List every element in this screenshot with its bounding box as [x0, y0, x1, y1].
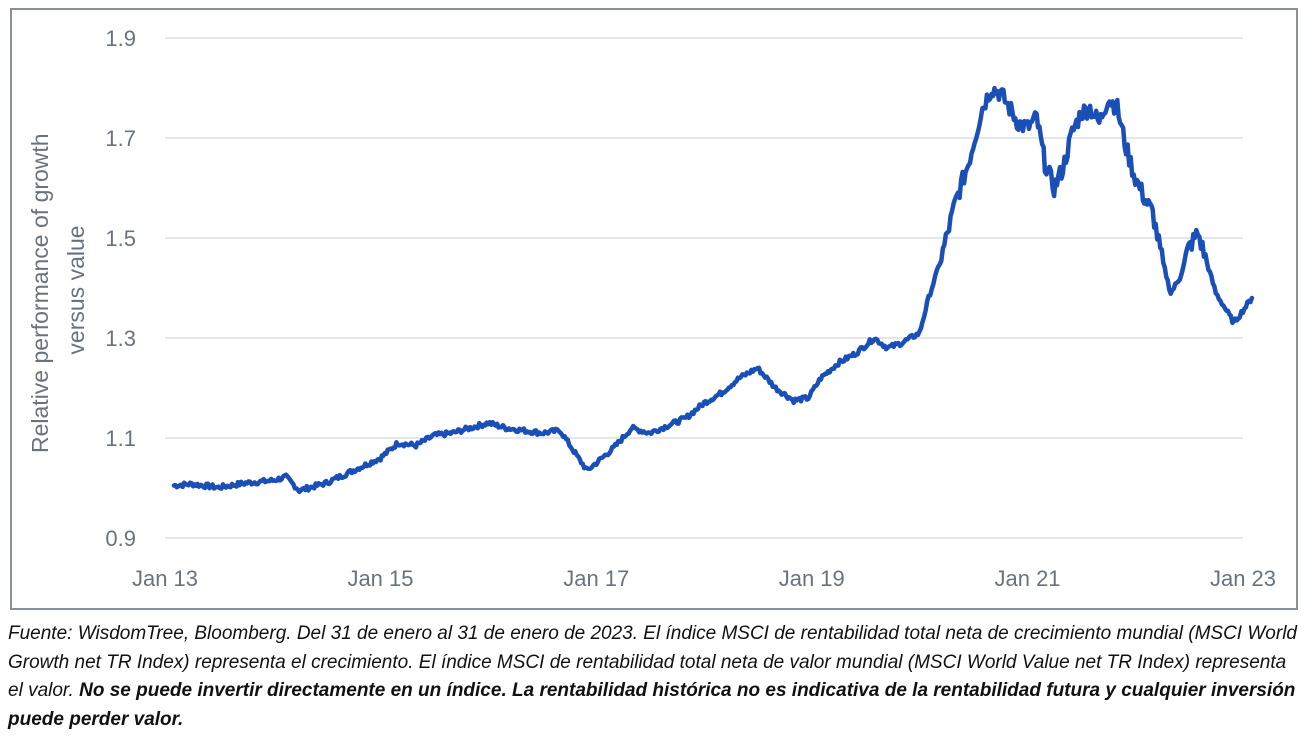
caption-disclaimer: No se puede invertir directamente en un …	[8, 680, 1296, 730]
y-axis-ticks: 0.9 1.1 1.3 1.5 1.7 1.9	[105, 26, 136, 551]
series-group	[171, 85, 1255, 495]
x-tick-label: Jan 15	[347, 566, 413, 591]
caption-text: Fuente: WisdomTree, Bloomberg. Del 31 de…	[8, 623, 1297, 701]
y-axis-title: Relative performance of growth versus va…	[27, 127, 89, 453]
y-tick-label: 1.5	[105, 226, 136, 251]
gridlines	[165, 37, 1243, 539]
x-tick-label: Jan 23	[1210, 566, 1276, 591]
y-tick-label: 1.9	[105, 26, 136, 51]
y-tick-label: 1.7	[105, 126, 136, 151]
series-line	[171, 85, 1255, 495]
y-tick-label: 1.1	[105, 426, 136, 451]
y-tick-label: 0.9	[105, 526, 136, 551]
y-tick-label: 1.3	[105, 326, 136, 351]
x-tick-label: Jan 13	[132, 566, 198, 591]
x-tick-label: Jan 21	[994, 566, 1060, 591]
line-chart: 0.91.11.31.51.71.9 Jan 13 Jan 15 Jan 17 Jan…	[27, 26, 1276, 591]
x-axis-ticks: Jan 13 Jan 15 Jan 17 Jan 19 Jan 21 Jan 23	[132, 566, 1276, 591]
y-axis-title-line-1: Relative performance of growth	[27, 133, 53, 453]
source-caption: Fuente: WisdomTree, Bloomberg. Del 31 de…	[8, 620, 1298, 734]
x-tick-label: Jan 19	[779, 566, 845, 591]
x-tick-label: Jan 17	[563, 566, 629, 591]
y-axis-title-line-2: versus value	[63, 225, 89, 354]
